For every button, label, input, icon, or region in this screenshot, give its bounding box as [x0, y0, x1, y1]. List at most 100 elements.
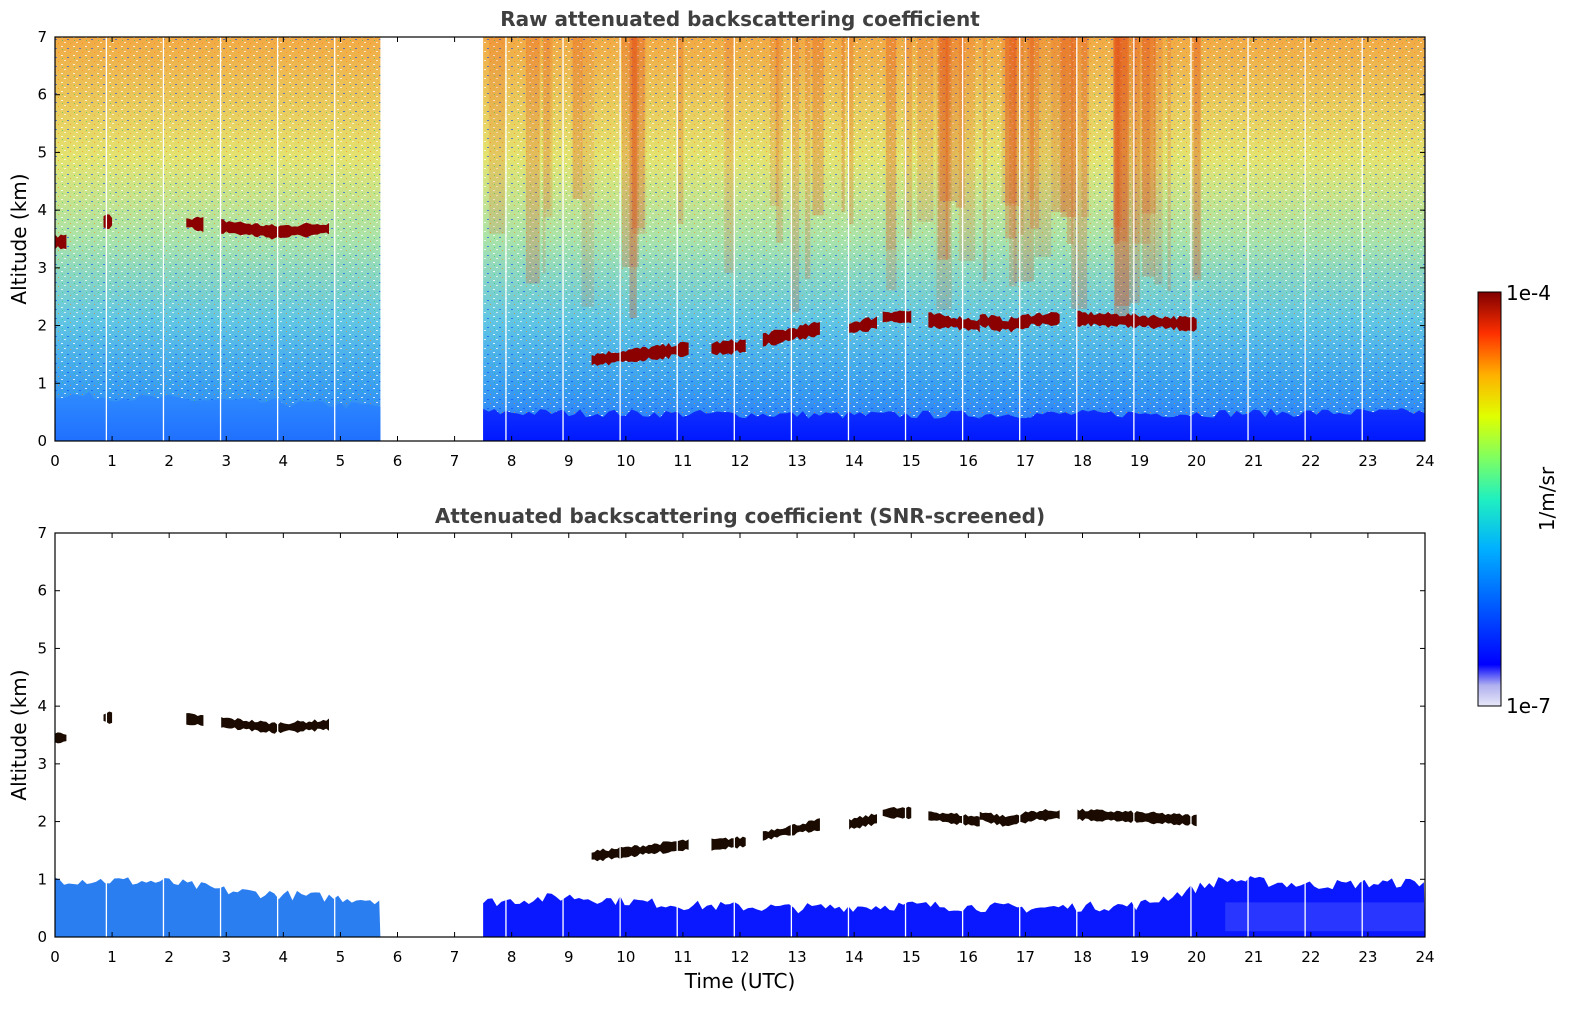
raw-backscatter-panel: Raw attenuated backscattering coefficien… [7, 7, 1435, 470]
signal-streak [1134, 37, 1151, 244]
signal-streak [775, 37, 783, 243]
y-tick-label: 6 [37, 86, 47, 104]
signal-streak [677, 37, 684, 224]
y-tick-label: 4 [37, 201, 47, 219]
signal-streak [805, 37, 811, 279]
signal-streak [1116, 37, 1128, 242]
cloud-layer [591, 341, 689, 366]
signal-streak [1005, 37, 1021, 206]
x-tick-label: 5 [336, 948, 346, 966]
signal-streak [982, 37, 987, 282]
signal-streak [1081, 37, 1090, 218]
x-tick-label: 18 [1073, 452, 1092, 470]
y-tick-label: 2 [37, 813, 47, 831]
signal-streak [792, 37, 800, 313]
x-tick-label: 3 [221, 452, 231, 470]
signal-streak [488, 37, 505, 234]
signal-streak [542, 37, 546, 274]
signal-streak [848, 37, 854, 225]
signal-streak [1013, 37, 1024, 282]
cloud-layer [1076, 310, 1197, 332]
signal-streak [1034, 37, 1052, 258]
y-axis-label: Altitude (km) [7, 669, 31, 800]
signal-streak [1071, 37, 1088, 309]
signal-streak [812, 37, 824, 216]
x-tick-label: 16 [959, 948, 978, 966]
x-tick-label: 24 [1415, 948, 1434, 966]
y-axis: 0 1 2 3 4 5 6 7 [37, 28, 1425, 450]
signal-streak [1051, 37, 1067, 213]
x-tick-label: 21 [1244, 452, 1263, 470]
signal-streak [1027, 37, 1035, 200]
x-tick-label: 9 [564, 452, 574, 470]
x-tick-label: 23 [1358, 948, 1377, 966]
cloud-layer [186, 713, 204, 727]
signal-streak [955, 37, 965, 208]
x-tick-label: 4 [279, 948, 289, 966]
signal-streak [631, 37, 645, 229]
x-tick-label: 15 [902, 452, 921, 470]
signal-streak [917, 37, 934, 222]
cloud-layer [220, 218, 329, 240]
x-tick-label: 11 [673, 948, 692, 966]
signal-streak [1066, 37, 1074, 244]
cloud-layer [882, 310, 912, 324]
cloud-layer [220, 716, 329, 734]
signal-streak [1023, 37, 1034, 282]
x-tick-label: 14 [845, 948, 864, 966]
signal-streak [1060, 37, 1078, 218]
x-tick-label: 5 [336, 452, 346, 470]
plot-area [55, 533, 1425, 937]
signal-streak [1167, 37, 1171, 291]
x-tick-label: 0 [50, 452, 60, 470]
signal-streak [939, 37, 956, 202]
x-tick-label: 21 [1244, 948, 1263, 966]
x-tick-label: 2 [164, 948, 174, 966]
snr-screened-panel: Attenuated backscattering coefficient (S… [7, 504, 1435, 993]
signal-streak [543, 37, 553, 218]
colorbar-gradient [1477, 291, 1502, 707]
x-tick-label: 6 [393, 452, 403, 470]
signal-streak [936, 37, 952, 310]
signal-streak [545, 37, 551, 209]
plot-area [55, 37, 1425, 441]
x-tick-label: 8 [507, 948, 517, 966]
x-tick-label: 1 [107, 948, 117, 966]
x-tick-label: 24 [1415, 452, 1434, 470]
cloud-layer [928, 312, 980, 333]
cloud-layer [928, 811, 980, 827]
y-tick-label: 5 [37, 143, 47, 161]
x-axis-label: Time (UTC) [684, 969, 796, 993]
cloud-layer [103, 214, 113, 229]
x-tick-label: 19 [1130, 948, 1149, 966]
cloud-layer [882, 806, 912, 820]
y-tick-label: 6 [37, 582, 47, 600]
signal-streak [886, 37, 897, 291]
signal-streak [1130, 37, 1140, 304]
y-tick-label: 4 [37, 697, 47, 715]
boundary-layer [483, 408, 1425, 441]
x-tick-label: 18 [1073, 948, 1092, 966]
cloud-layer [711, 836, 746, 851]
x-tick-label: 19 [1130, 452, 1149, 470]
x-tick-label: 7 [450, 948, 460, 966]
colorbar: 1e-4 1e-7 1/m/sr [1477, 281, 1559, 718]
x-tick-label: 23 [1358, 452, 1377, 470]
panel-title: Attenuated backscattering coefficient (S… [435, 504, 1045, 528]
x-tick-label: 13 [788, 948, 807, 966]
x-tick-label: 20 [1187, 948, 1206, 966]
signal-streak [1114, 37, 1131, 306]
signal-streak [1142, 37, 1155, 277]
signal-streak [1020, 37, 1024, 235]
boundary-layer [55, 391, 381, 441]
signal-streak [1153, 37, 1163, 285]
signal-streak [1141, 37, 1157, 214]
x-axis: 0 1 2 3 4 5 6 7 8 9 10 11 12 13 14 15 16 17 18 19 20 21 22 23 24 [50, 533, 1435, 966]
x-tick-label: 16 [959, 452, 978, 470]
x-tick-label: 9 [564, 948, 574, 966]
signal-streak [1030, 37, 1040, 229]
x-tick-label: 7 [450, 452, 460, 470]
x-tick-label: 6 [393, 948, 403, 966]
signal-streak [937, 37, 949, 260]
